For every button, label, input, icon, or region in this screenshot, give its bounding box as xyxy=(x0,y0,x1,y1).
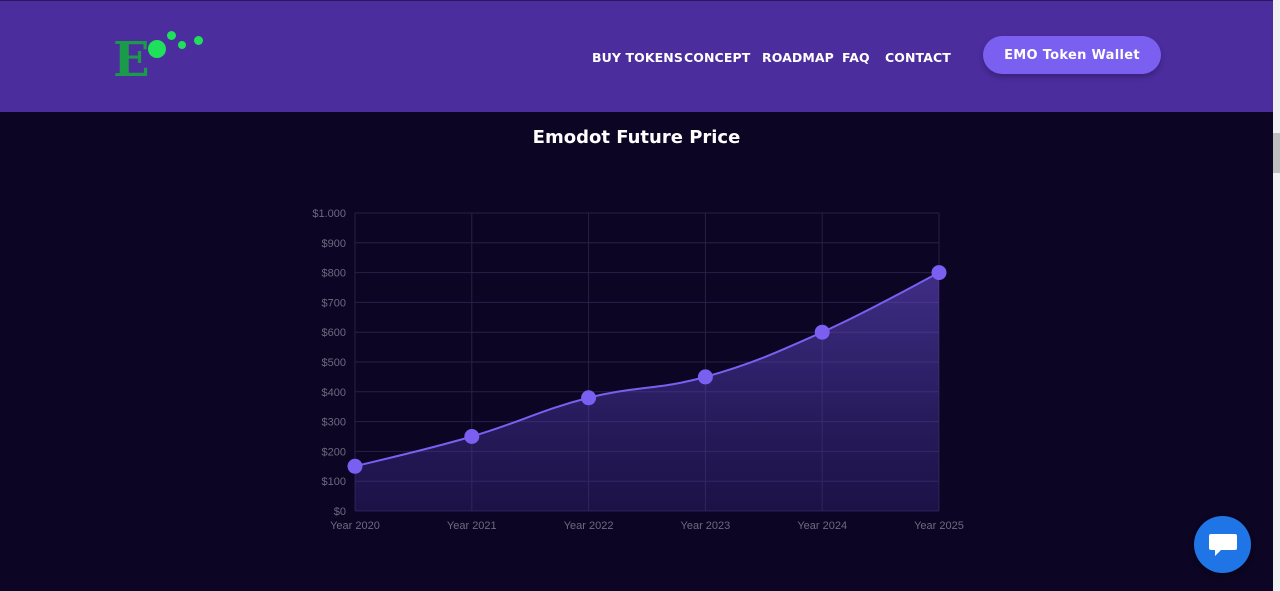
data-point[interactable] xyxy=(464,429,480,444)
nav-faq[interactable]: FAQ xyxy=(842,50,870,65)
y-tick-label: $200 xyxy=(322,446,346,458)
y-tick-label: $400 xyxy=(322,387,346,399)
chart-tick-labels: $0 $100 $200 $300 $400 $500 $600 $700 $800 $900 $1… xyxy=(312,208,964,532)
x-tick-label: Year 2023 xyxy=(681,520,731,532)
y-tick-label: $800 xyxy=(322,268,346,280)
data-point[interactable] xyxy=(931,265,947,281)
header-top-border xyxy=(0,0,1273,1)
y-tick-label: $700 xyxy=(322,297,346,309)
nav-concept[interactable]: CONCEPT xyxy=(684,50,751,65)
x-tick-label: Year 2025 xyxy=(914,520,964,532)
data-point[interactable] xyxy=(347,458,363,474)
chat-widget-button[interactable] xyxy=(1194,516,1251,573)
y-tick-label: $300 xyxy=(322,417,346,429)
x-tick-label: Year 2021 xyxy=(447,520,497,532)
site-logo[interactable]: E xyxy=(110,28,210,90)
data-point[interactable] xyxy=(581,390,597,406)
y-tick-label: $600 xyxy=(322,327,346,339)
logo-dot-large xyxy=(148,40,166,58)
y-tick-label: $1.000 xyxy=(312,208,346,220)
scrollbar-thumb[interactable] xyxy=(1273,133,1280,173)
y-tick-label: $900 xyxy=(322,238,346,250)
page-scrollbar[interactable] xyxy=(1273,0,1280,591)
x-tick-label: Year 2020 xyxy=(330,520,380,532)
nav-buy-tokens[interactable]: BUY TOKENS xyxy=(592,50,683,65)
emo-token-wallet-button[interactable]: EMO Token Wallet xyxy=(983,36,1161,74)
nav-roadmap[interactable]: ROADMAP xyxy=(762,50,834,65)
chat-bubble-icon xyxy=(1208,533,1237,556)
data-point[interactable] xyxy=(814,324,830,340)
y-tick-label: $0 xyxy=(334,506,346,518)
series-area xyxy=(355,272,939,511)
chart-section-title: Emodot Future Price xyxy=(532,127,741,148)
logo-dot-small-2 xyxy=(178,41,186,49)
y-tick-label: $500 xyxy=(322,357,346,369)
x-tick-label: Year 2022 xyxy=(564,520,614,532)
data-point[interactable] xyxy=(697,369,713,385)
nav-contact[interactable]: CONTACT xyxy=(885,50,951,65)
logo-letter: E xyxy=(113,32,150,88)
logo-dot-small-1 xyxy=(167,31,176,40)
y-tick-label: $100 xyxy=(322,476,346,488)
logo-dot-small-3 xyxy=(194,36,203,45)
chart-points xyxy=(347,265,947,474)
chart-area-fill xyxy=(355,272,939,511)
chart-series-line xyxy=(354,271,940,468)
x-tick-label: Year 2024 xyxy=(797,520,847,532)
series-line xyxy=(354,271,940,468)
